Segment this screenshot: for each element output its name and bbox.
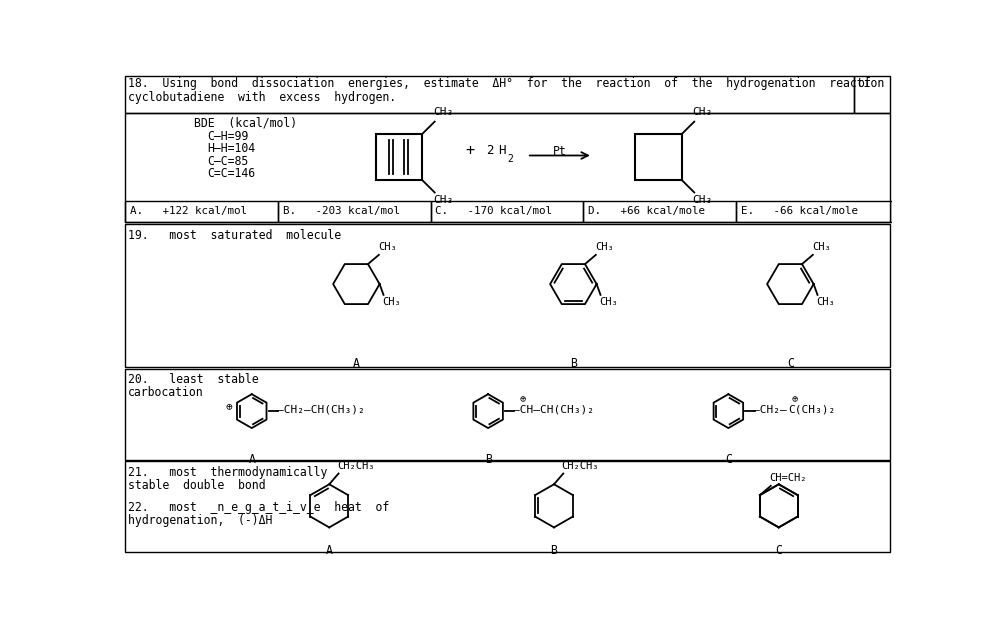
Bar <box>736 201 892 223</box>
Text: C(CH₃)₂: C(CH₃)₂ <box>788 405 835 415</box>
Text: cyclobutadiene  with  excess  hydrogen.: cyclobutadiene with excess hydrogen. <box>128 91 395 104</box>
Bar <box>126 113 890 223</box>
Text: Pt: Pt <box>553 145 567 158</box>
Text: CH₂CH₃: CH₂CH₃ <box>562 461 600 471</box>
Bar <box>431 201 584 223</box>
Text: D.   +66 kcal/mole: D. +66 kcal/mole <box>588 205 706 216</box>
Text: hydrogenation,  (-)ΔH: hydrogenation, (-)ΔH <box>128 514 273 527</box>
Text: CH₃: CH₃ <box>817 297 835 307</box>
Text: C=C=146: C=C=146 <box>207 167 256 180</box>
Text: A: A <box>326 544 333 557</box>
Bar <box>126 461 890 552</box>
Text: 22.   most  ̲n̲e̲g̲a̲t̲i̲v̲e  heat  of: 22. most ̲n̲e̲g̲a̲t̲i̲v̲e heat of <box>128 501 389 514</box>
Text: CH₃: CH₃ <box>379 242 396 252</box>
Text: –CH–CH(CH₃)₂: –CH–CH(CH₃)₂ <box>513 405 594 415</box>
Text: carbocation: carbocation <box>128 386 203 399</box>
Text: 2: 2 <box>487 144 495 157</box>
Bar <box>278 201 431 223</box>
Text: CH₃: CH₃ <box>600 297 618 307</box>
Text: A.   +122 kcal/mol: A. +122 kcal/mol <box>130 205 247 216</box>
Bar <box>635 134 682 180</box>
Text: CH₃: CH₃ <box>433 108 453 118</box>
Text: ⊕: ⊕ <box>519 394 525 404</box>
Text: C.   -170 kcal/mol: C. -170 kcal/mol <box>435 205 552 216</box>
Text: CH₃: CH₃ <box>693 108 713 118</box>
Text: C–C=85: C–C=85 <box>207 155 249 168</box>
Text: +: + <box>465 142 474 157</box>
Text: B: B <box>485 453 492 466</box>
Text: ⊕: ⊕ <box>225 402 232 412</box>
Bar <box>126 224 890 367</box>
Text: C: C <box>787 357 794 370</box>
Text: stable  double  bond: stable double bond <box>128 479 266 492</box>
Text: 18.  Using  bond  dissociation  energies,  estimate  ΔH°  for  the  reaction  of: 18. Using bond dissociation energies, es… <box>128 77 884 90</box>
Text: C: C <box>775 544 782 557</box>
Text: CH₃: CH₃ <box>595 242 613 252</box>
Text: B: B <box>570 357 577 370</box>
Bar <box>126 369 890 460</box>
Text: CH₃: CH₃ <box>433 195 453 205</box>
Bar <box>584 201 736 223</box>
Text: CH=CH₂: CH=CH₂ <box>769 473 807 483</box>
Text: CH₃: CH₃ <box>812 242 830 252</box>
Text: C: C <box>725 453 731 466</box>
Text: 21.   most  thermodynamically: 21. most thermodynamically <box>128 466 327 479</box>
Text: CH₂CH₃: CH₂CH₃ <box>337 461 375 471</box>
Text: 2: 2 <box>507 154 513 164</box>
Text: CH₃: CH₃ <box>693 195 713 205</box>
Text: E.   -66 kcal/mole: E. -66 kcal/mole <box>741 205 858 216</box>
Bar <box>126 76 854 113</box>
Text: –CH₂–CH(CH₃)₂: –CH₂–CH(CH₃)₂ <box>276 405 365 415</box>
Text: ⊕: ⊕ <box>792 394 798 404</box>
Text: H–H=104: H–H=104 <box>207 142 256 156</box>
Text: B: B <box>551 544 557 557</box>
Text: A: A <box>249 453 256 466</box>
Bar <box>854 76 890 113</box>
Text: H: H <box>498 144 505 157</box>
Text: BDE  (kcal/mol): BDE (kcal/mol) <box>193 116 296 129</box>
Text: B.   -203 kcal/mol: B. -203 kcal/mol <box>282 205 399 216</box>
Text: 19.   most  saturated  molecule: 19. most saturated molecule <box>128 229 341 241</box>
Text: of: of <box>857 77 871 90</box>
Bar <box>376 134 422 180</box>
Text: 20.   least  stable: 20. least stable <box>128 373 259 386</box>
Text: A: A <box>353 357 360 370</box>
Text: CH₃: CH₃ <box>383 297 401 307</box>
Text: C–H=99: C–H=99 <box>207 130 249 143</box>
Bar <box>126 201 278 223</box>
Text: –CH₂–: –CH₂– <box>753 405 787 415</box>
